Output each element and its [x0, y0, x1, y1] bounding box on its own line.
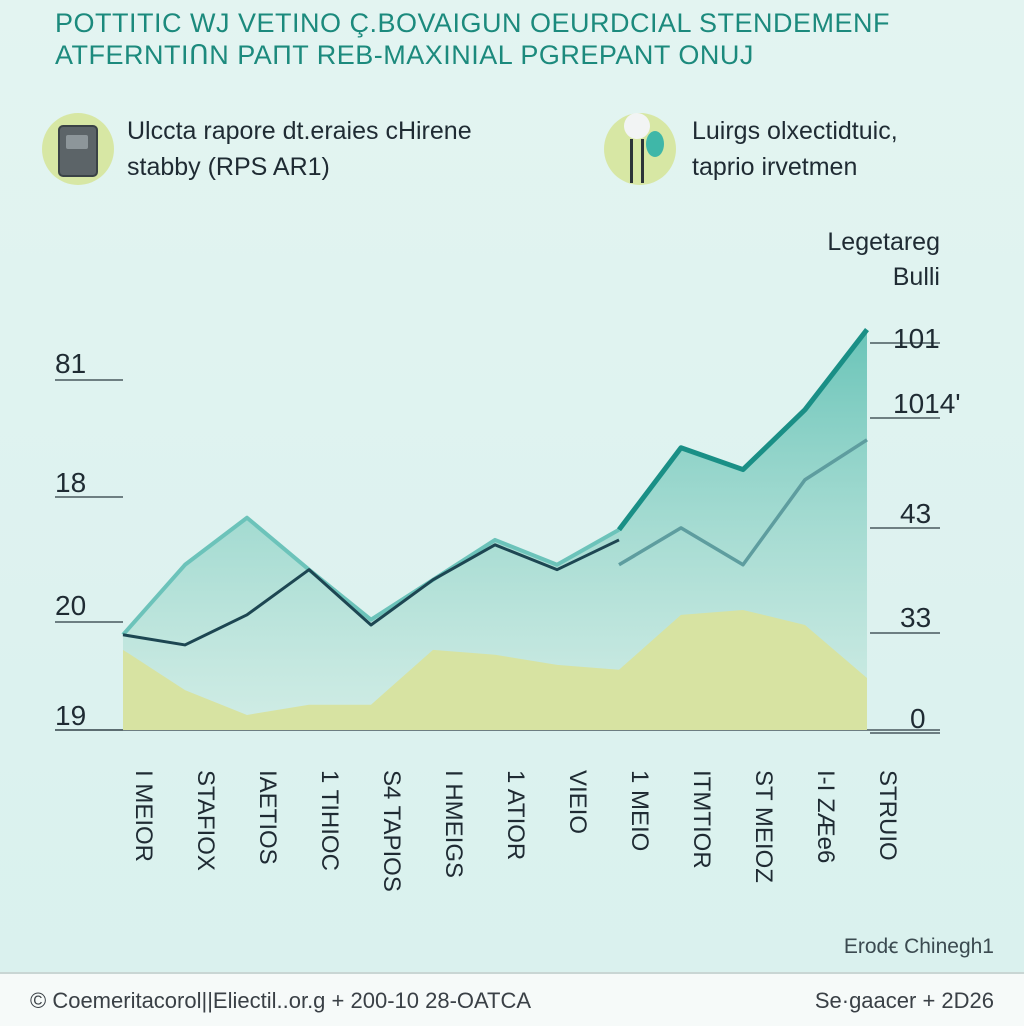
right-tick-label: 101 — [893, 323, 940, 355]
left-tick-label: 81 — [55, 348, 86, 380]
x-tick-label: I HMEIGS — [439, 770, 467, 878]
footer-right: Se·gaacer + 2D26 — [815, 988, 994, 1014]
x-tick-label: I-I ZÆe6 — [811, 770, 839, 863]
footer: © Coemeritacorol||Eliectil..or.g + 200-1… — [0, 972, 1024, 1026]
x-tick-label: I MEIOR — [129, 770, 157, 862]
right-tick-label: 1014' — [893, 388, 961, 420]
x-tick-label: ST MEIOZ — [749, 770, 777, 883]
right-tick-label: 43 — [900, 498, 931, 530]
right-tick-label: 33 — [900, 602, 931, 634]
x-tick-label: STRUIO — [873, 770, 901, 861]
source-label: Erodꞓ Chinegh1 — [844, 932, 994, 960]
left-tick-label: 20 — [55, 590, 86, 622]
left-tick-label: 19 — [55, 700, 86, 732]
x-tick-label: VIEIO — [563, 770, 591, 834]
x-tick-label: 1 ATIOR — [501, 770, 529, 860]
x-tick-label: IAETIOS — [253, 770, 281, 865]
x-tick-label: ITMTIOR — [687, 770, 715, 869]
x-tick-label: S4 TAPIOS — [377, 770, 405, 892]
x-tick-label: 1 MEIO — [625, 770, 653, 851]
footer-copyright: © Coemeritacorol||Eliectil..or.g + 200-1… — [30, 988, 531, 1014]
x-tick-label: 1 TIHIOC — [315, 770, 343, 871]
x-tick-label: STAFIOX — [191, 770, 219, 871]
left-tick-label: 18 — [55, 467, 86, 499]
right-tick-label: 0 — [910, 703, 926, 735]
